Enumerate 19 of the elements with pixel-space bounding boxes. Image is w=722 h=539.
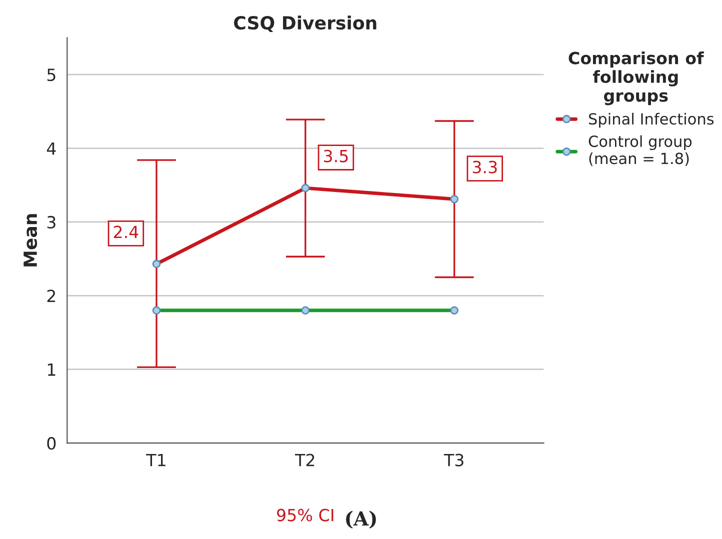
data-label: 3.5 — [324, 150, 348, 162]
legend-label: Control group (mean = 1.8) — [588, 135, 692, 166]
x-tick-label: T1 — [146, 454, 166, 466]
y-tick-label: 5 — [47, 68, 56, 82]
y-axis-title: Mean — [24, 214, 38, 266]
y-tick-label: 4 — [46, 142, 56, 155]
data-label: 2.4 — [114, 226, 138, 238]
chart-title: CSQ Diversion — [234, 16, 376, 32]
text: (A) — [346, 510, 376, 529]
x-tick-label: T2 — [294, 454, 314, 466]
data-label: 3.3 — [472, 160, 497, 174]
legend-title: Comparison of following groups — [568, 51, 704, 106]
y-tick-label: 2 — [47, 290, 56, 302]
y-tick-label: 3 — [47, 216, 56, 229]
legend-label: Spinal Infections — [588, 112, 714, 128]
y-tick-label: 1 — [48, 364, 56, 376]
x-tick-label: T3 — [444, 454, 464, 466]
x-axis-title: 95% CI — [277, 508, 334, 522]
y-tick-label: 0 — [47, 437, 56, 450]
